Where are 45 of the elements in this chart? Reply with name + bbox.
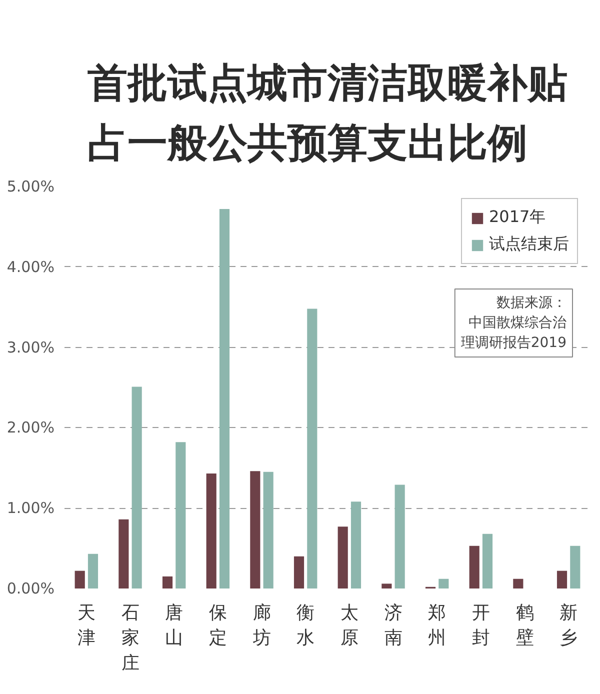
x-tick-label: 保定 <box>208 602 227 649</box>
bar <box>206 474 216 588</box>
bar <box>338 526 348 588</box>
bar <box>162 576 173 588</box>
x-tick-label: 鹤壁 <box>516 602 534 649</box>
bar <box>118 519 129 588</box>
bar <box>350 502 362 588</box>
bar <box>132 386 142 588</box>
bar <box>570 546 580 588</box>
bar <box>482 534 493 588</box>
x-tick-label: 衡水 <box>296 602 315 649</box>
bar <box>394 484 405 588</box>
y-tick-label: 5.00% <box>6 178 55 196</box>
bar <box>382 584 392 588</box>
y-tick-label: 4.00% <box>6 258 55 276</box>
x-tick-label: 唐山 <box>165 602 184 649</box>
x-tick-label: 廊坊 <box>252 602 271 649</box>
x-tick-label: 太原 <box>340 602 358 649</box>
bar <box>74 570 85 588</box>
bar <box>176 442 186 588</box>
annotation: 数据来源： <box>496 295 566 312</box>
chart-title: 首批试点城市清洁取暖补贴占一般公共预算支出比例 <box>88 60 568 166</box>
bar <box>307 308 318 588</box>
x-tick-label: 济南 <box>384 602 402 649</box>
bar <box>219 209 230 588</box>
bar <box>556 570 568 588</box>
x-tick-label: 天津 <box>77 602 96 649</box>
annotation: 中国散煤综合治理调研报告2019 <box>460 315 567 352</box>
x-tick-label: 石家庄 <box>121 602 140 674</box>
x-tick-label: 新乡 <box>560 602 578 649</box>
bar <box>250 471 260 588</box>
legend-label: 试点结束后 <box>489 234 569 255</box>
bar <box>469 546 480 588</box>
bar <box>513 578 524 588</box>
y-tick-label: 2.00% <box>6 418 55 437</box>
bar <box>263 472 274 588</box>
legend-label: 2017年 <box>489 207 546 228</box>
bar <box>438 578 449 588</box>
bar <box>294 556 304 588</box>
y-tick-label: 3.00% <box>6 338 55 356</box>
bar <box>88 554 98 588</box>
x-tick-label: 开封 <box>472 602 490 649</box>
x-tick-label: 郑州 <box>428 602 446 649</box>
y-tick-label: 1.00% <box>6 499 55 518</box>
y-tick-label: 0.00% <box>6 580 55 598</box>
